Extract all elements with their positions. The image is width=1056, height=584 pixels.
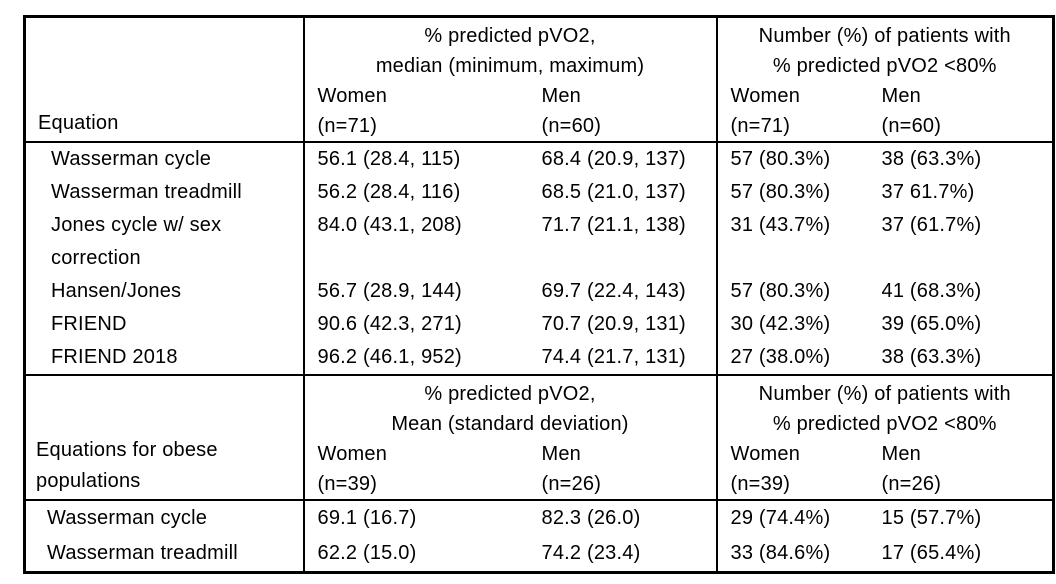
equation-cell: FRIEND 2018	[24, 341, 305, 376]
value-cell: 69.1 (16.7)	[317, 507, 417, 529]
group-title-line: Number (%) of patients with	[758, 383, 1011, 405]
obese-equations-column-header: Equations for obese populations	[24, 375, 305, 501]
value-cell: 56.1 (28.4, 115)	[317, 148, 461, 170]
equation-cell: Jones cycle w/ sex correction	[24, 209, 305, 275]
value-cell: 38 (63.3%)	[868, 341, 1054, 376]
equation-cell: Wasserman cycle	[24, 142, 305, 176]
subheader-sex: Men	[541, 85, 582, 107]
value-cell: 41 (68.3%)	[881, 280, 982, 302]
equation-cell: Wasserman treadmill	[24, 536, 305, 573]
value-cell: 96.2 (46.1, 952)	[303, 341, 529, 376]
subheader-men-median: Men (n=60)	[528, 81, 718, 143]
equation-column-header: Equation	[24, 16, 305, 143]
value-cell: 70.7 (20.9, 131)	[528, 308, 718, 341]
table-row: Wasserman cycle 69.1 (16.7) 82.3 (26.0) …	[24, 500, 1054, 536]
equation-cell: Hansen/Jones	[24, 275, 305, 308]
group-title-line: % predicted pVO2,	[424, 25, 596, 47]
value-cell: 37 61.7%)	[881, 181, 975, 203]
value-cell: 69.7 (22.4, 143)	[528, 275, 718, 308]
value-cell: 33 (84.6%)	[730, 542, 831, 564]
value-cell: 27 (38.0%)	[716, 341, 869, 376]
table-row: Wasserman treadmill 56.2 (28.4, 116) 68.…	[24, 176, 1054, 209]
subheader-sex: Men	[541, 443, 582, 465]
group-title-line: Number (%) of patients with	[758, 25, 1011, 47]
group-title-line: % predicted pVO2,	[424, 383, 596, 405]
subheader-sex: Women	[730, 443, 801, 465]
subheader-men-count: Men (n=26)	[868, 439, 1054, 501]
subheader-n: (n=39)	[730, 473, 791, 495]
value-cell: 15 (57.7%)	[881, 507, 982, 529]
table-row: Hansen/Jones 56.7 (28.9, 144) 69.7 (22.4…	[24, 275, 1054, 308]
value-cell: 56.2 (28.4, 116)	[317, 181, 461, 203]
subheader-sex: Women	[317, 443, 388, 465]
subheader-women-count: Women (n=39)	[716, 439, 869, 501]
subheader-n: (n=71)	[317, 115, 378, 137]
equation-cell: Wasserman cycle	[24, 500, 305, 536]
value-cell: 74.4 (21.7, 131)	[528, 341, 718, 376]
subheader-n: (n=39)	[317, 473, 378, 495]
table-row: Jones cycle w/ sex correction 84.0 (43.1…	[24, 209, 1054, 275]
subheader-sex: Women	[317, 85, 388, 107]
value-cell: 90.6 (42.3, 271)	[317, 313, 462, 335]
section1-subheader-row: Women (n=71) Men (n=60) Women (n=71) Men…	[25, 81, 1054, 143]
table-row: FRIEND 2018 96.2 (46.1, 952) 74.4 (21.7,…	[24, 341, 1054, 376]
value-cell: 29 (74.4%)	[730, 507, 831, 529]
subheader-women-median: Women (n=71)	[303, 81, 529, 143]
subheader-n: (n=60)	[541, 115, 602, 137]
group-title-line: % predicted pVO2 <80%	[772, 55, 997, 77]
subheader-men-mean: Men (n=26)	[528, 439, 718, 501]
value-cell: 39 (65.0%)	[881, 313, 982, 335]
section2-title-row: Equations for obese populations % predic…	[24, 375, 1054, 501]
subheader-sex: Women	[730, 85, 801, 107]
value-cell: 62.2 (15.0)	[317, 542, 417, 564]
subheader-sex: Men	[881, 85, 922, 107]
value-cell: 38 (63.3%)	[881, 148, 982, 170]
count-group-header: Number (%) of patients with % predicted …	[717, 375, 1054, 439]
value-cell: 57 (80.3%)	[730, 280, 831, 302]
subheader-women-count: Women (n=71)	[716, 81, 869, 143]
subheader-n: (n=71)	[730, 115, 791, 137]
value-cell: 30 (42.3%)	[730, 313, 831, 335]
value-cell: 17 (65.4%)	[881, 542, 982, 564]
value-cell: 68.5 (21.0, 137)	[528, 176, 718, 209]
value-cell: 84.0 (43.1, 208)	[317, 214, 462, 236]
subheader-n: (n=26)	[541, 473, 602, 495]
value-cell: 68.4 (20.9, 137)	[528, 142, 718, 176]
table-row: FRIEND 90.6 (42.3, 271) 70.7 (20.9, 131)…	[24, 308, 1054, 341]
mean-group-header: % predicted pVO2, Mean (standard deviati…	[303, 375, 718, 439]
group-title-line: Mean (standard deviation)	[391, 413, 629, 435]
value-cell: 57 (80.3%)	[730, 181, 831, 203]
equation-cell: Wasserman treadmill	[24, 176, 305, 209]
table-row: Wasserman cycle 56.1 (28.4, 115) 68.4 (2…	[24, 142, 1054, 176]
value-cell: 56.7 (28.9, 144)	[317, 280, 462, 302]
section2-subheader-row: Women (n=39) Men (n=26) Women (n=39) Men…	[25, 439, 1054, 501]
count-group-header: Number (%) of patients with % predicted …	[717, 17, 1054, 82]
value-cell: 74.2 (23.4)	[528, 536, 718, 573]
value-cell: 37 (61.7%)	[881, 214, 982, 236]
subheader-n: (n=26)	[881, 473, 942, 495]
median-group-header: % predicted pVO2, median (minimum, maxim…	[303, 16, 718, 81]
subheader-men-count: Men (n=60)	[868, 81, 1054, 143]
subheader-sex: Men	[881, 443, 922, 465]
value-cell: 57 (80.3%)	[730, 148, 831, 170]
section1-title-row: Equation % predicted pVO2, median (minim…	[24, 16, 1054, 143]
group-title-line: median (minimum, maximum)	[375, 55, 645, 77]
subheader-women-mean: Women (n=39)	[303, 439, 529, 501]
table-row: Wasserman treadmill 62.2 (15.0) 74.2 (23…	[24, 536, 1054, 573]
group-title-line: % predicted pVO2 <80%	[772, 413, 997, 435]
equation-cell: FRIEND	[24, 308, 305, 341]
pvo2-equations-table: Equation % predicted pVO2, median (minim…	[23, 15, 1056, 574]
subheader-n: (n=60)	[881, 115, 942, 137]
value-cell: 31 (43.7%)	[730, 214, 831, 236]
value-cell: 82.3 (26.0)	[528, 500, 718, 536]
value-cell: 71.7 (21.1, 138)	[528, 209, 718, 275]
